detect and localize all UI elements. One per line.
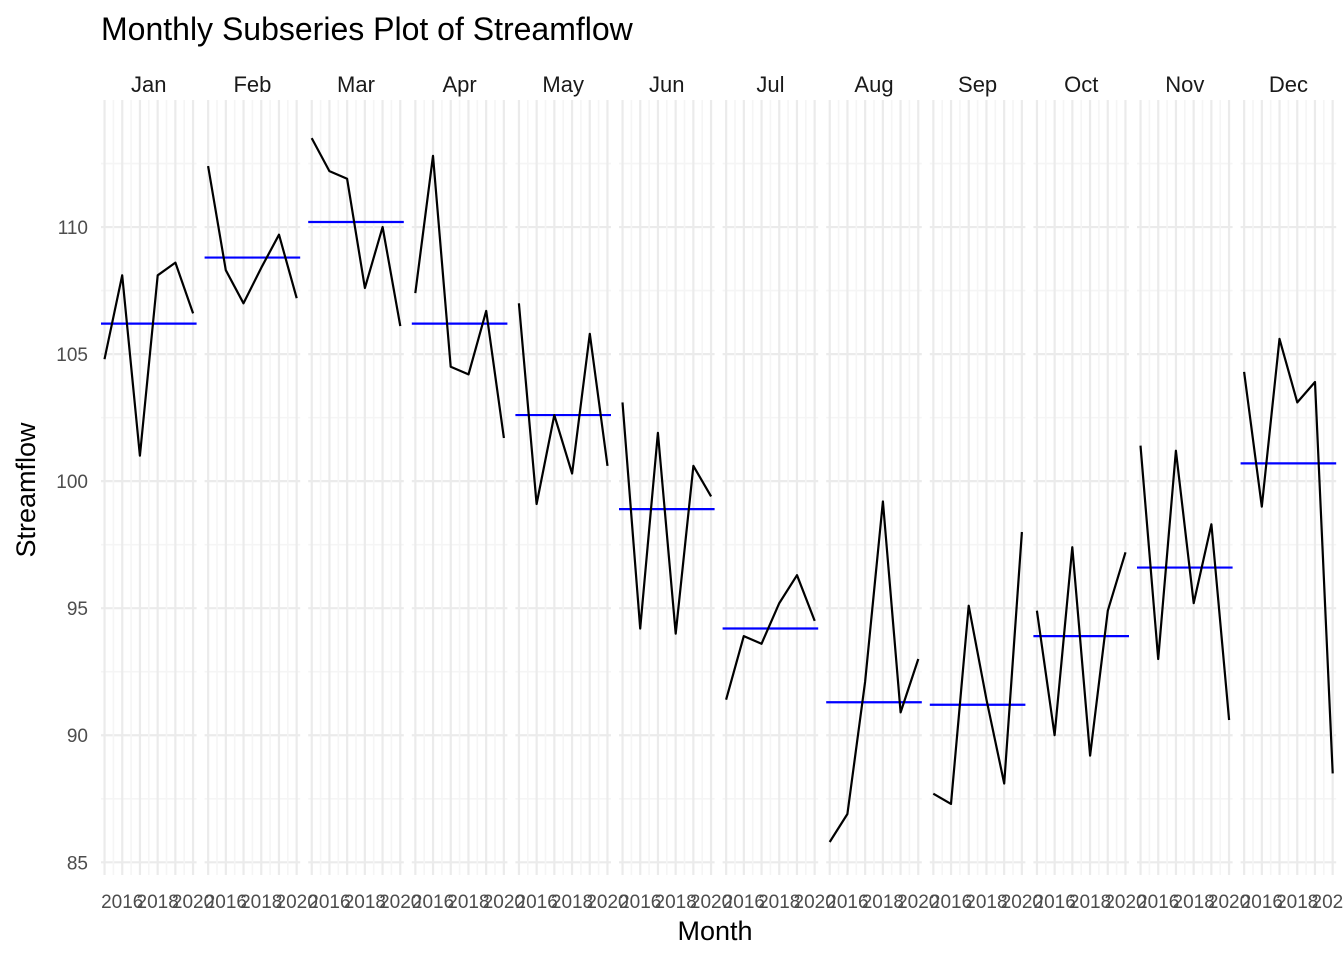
series-line bbox=[621, 402, 713, 635]
y-axis: 85 90 95 100 105 110 bbox=[56, 218, 88, 874]
x-tick-label: 2020 bbox=[586, 892, 628, 913]
x-tick-label: 2020 bbox=[483, 892, 525, 913]
x-tick-label: 2020 bbox=[276, 892, 318, 913]
y-tick-label: 95 bbox=[67, 599, 88, 620]
x-tick-label: 2018 bbox=[1173, 892, 1215, 913]
facet-strip-label: Aug bbox=[854, 72, 893, 97]
x-tick-label: 2020 bbox=[1208, 892, 1250, 913]
series-line bbox=[310, 137, 402, 327]
y-tick-label: 100 bbox=[56, 472, 88, 493]
x-tick-label: 2016 bbox=[308, 892, 350, 913]
x-tick-label: 2018 bbox=[965, 892, 1007, 913]
x-tick-label: 2016 bbox=[826, 892, 868, 913]
y-tick-label: 90 bbox=[67, 726, 88, 747]
x-tick-label: 2016 bbox=[1241, 892, 1283, 913]
facet-strip-label: Apr bbox=[442, 72, 476, 97]
x-tick-label: 2018 bbox=[1069, 892, 1111, 913]
x-axis-label: Month bbox=[677, 916, 752, 946]
x-tick-label: 2020 bbox=[379, 892, 421, 913]
series-line bbox=[1243, 337, 1334, 774]
facet-panels: Jan201620182020Feb201620182020Mar2016201… bbox=[101, 72, 1344, 913]
series-line bbox=[932, 531, 1023, 806]
series-line bbox=[828, 500, 920, 843]
facet-strip-label: Sep bbox=[958, 72, 997, 97]
x-tick-label: 2020 bbox=[1312, 892, 1344, 913]
x-tick-label: 2016 bbox=[619, 892, 661, 913]
series-line bbox=[1035, 546, 1127, 757]
x-tick-label: 2018 bbox=[137, 892, 179, 913]
x-tick-label: 2018 bbox=[344, 892, 386, 913]
series-line bbox=[414, 154, 505, 439]
facet-strip-label: Feb bbox=[233, 72, 271, 97]
x-tick-label: 2020 bbox=[1104, 892, 1146, 913]
x-tick-label: 2020 bbox=[897, 892, 939, 913]
x-tick-label: 2020 bbox=[690, 892, 732, 913]
series-line bbox=[1139, 445, 1231, 721]
x-tick-label: 2016 bbox=[930, 892, 972, 913]
facet-strip-label: Mar bbox=[337, 72, 375, 97]
x-tick-label: 2020 bbox=[172, 892, 214, 913]
x-tick-label: 2016 bbox=[1137, 892, 1179, 913]
x-tick-label: 2018 bbox=[240, 892, 282, 913]
x-tick-label: 2016 bbox=[723, 892, 765, 913]
series-line bbox=[103, 261, 195, 457]
x-tick-label: 2018 bbox=[551, 892, 593, 913]
x-tick-label: 2016 bbox=[205, 892, 247, 913]
x-tick-label: 2018 bbox=[655, 892, 697, 913]
facet-strip-label: Nov bbox=[1165, 72, 1204, 97]
x-tick-label: 2020 bbox=[794, 892, 836, 913]
facet-strip-label: Jan bbox=[131, 72, 166, 97]
y-tick-label: 85 bbox=[67, 853, 88, 874]
facet-strip-label: May bbox=[542, 72, 584, 97]
y-tick-label: 105 bbox=[56, 345, 88, 366]
series-line bbox=[725, 574, 816, 700]
y-tick-label: 110 bbox=[58, 218, 88, 239]
y-axis-label: Streamflow bbox=[11, 422, 41, 558]
x-tick-label: 2018 bbox=[862, 892, 904, 913]
facet-strip-label: Jun bbox=[649, 72, 684, 97]
x-tick-label: 2020 bbox=[1001, 892, 1043, 913]
facet-strip-label: Jul bbox=[756, 72, 784, 97]
x-tick-label: 2018 bbox=[447, 892, 489, 913]
series-line bbox=[517, 303, 609, 506]
x-tick-label: 2016 bbox=[101, 892, 143, 913]
x-tick-label: 2016 bbox=[1034, 892, 1076, 913]
facet-strip-label: Dec bbox=[1269, 72, 1308, 97]
series-line bbox=[207, 165, 298, 305]
x-tick-label: 2018 bbox=[758, 892, 800, 913]
x-tick-label: 2016 bbox=[412, 892, 454, 913]
chart-title: Monthly Subseries Plot of Streamflow bbox=[101, 11, 634, 47]
x-tick-label: 2018 bbox=[1276, 892, 1318, 913]
x-tick-label: 2016 bbox=[516, 892, 558, 913]
facet-strip-label: Oct bbox=[1064, 72, 1098, 97]
